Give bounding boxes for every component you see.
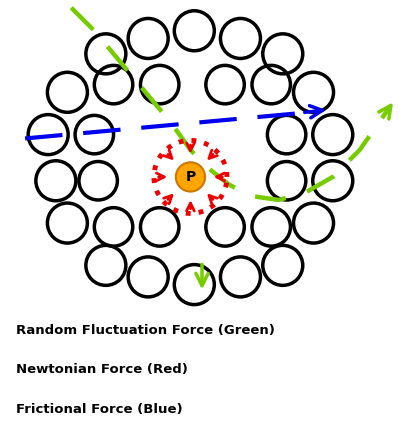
Circle shape: [176, 162, 205, 191]
Text: Frictional Force (Blue): Frictional Force (Blue): [16, 403, 183, 416]
Text: Newtonian Force (Red): Newtonian Force (Red): [16, 363, 188, 376]
Text: Random Fluctuation Force (Green): Random Fluctuation Force (Green): [16, 324, 275, 337]
Text: P: P: [185, 170, 196, 184]
